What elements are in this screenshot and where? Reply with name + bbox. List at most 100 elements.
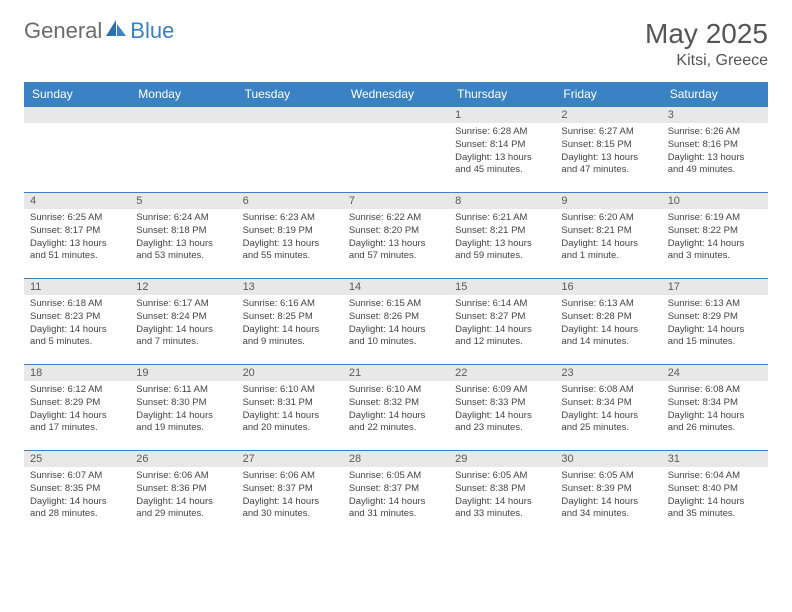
day-details: Sunrise: 6:05 AMSunset: 8:37 PMDaylight:… [343,467,449,524]
sunrise-text: Sunrise: 6:04 AM [668,470,762,483]
sunset-text: Sunset: 8:34 PM [561,397,655,410]
day-number: 2 [555,107,661,123]
day-cell [130,107,236,193]
sail-icon [106,20,128,43]
day-number: 27 [237,451,343,467]
sunset-text: Sunset: 8:25 PM [243,311,337,324]
sunrise-text: Sunrise: 6:06 AM [136,470,230,483]
daylight-text: Daylight: 13 hours and 55 minutes. [243,238,337,264]
daylight-text: Daylight: 14 hours and 14 minutes. [561,324,655,350]
day-number: 20 [237,365,343,381]
sunrise-text: Sunrise: 6:15 AM [349,298,443,311]
daylight-text: Daylight: 14 hours and 28 minutes. [30,496,124,522]
calendar-table: Sunday Monday Tuesday Wednesday Thursday… [24,82,768,537]
day-number: 21 [343,365,449,381]
sunset-text: Sunset: 8:28 PM [561,311,655,324]
day-number: 5 [130,193,236,209]
sunrise-text: Sunrise: 6:06 AM [243,470,337,483]
sunrise-text: Sunrise: 6:23 AM [243,212,337,225]
day-details: Sunrise: 6:14 AMSunset: 8:27 PMDaylight:… [449,295,555,352]
sunset-text: Sunset: 8:22 PM [668,225,762,238]
sunset-text: Sunset: 8:32 PM [349,397,443,410]
daylight-text: Daylight: 14 hours and 17 minutes. [30,410,124,436]
day-details: Sunrise: 6:06 AMSunset: 8:37 PMDaylight:… [237,467,343,524]
day-number: 24 [662,365,768,381]
day-cell: 9Sunrise: 6:20 AMSunset: 8:21 PMDaylight… [555,193,661,279]
sunset-text: Sunset: 8:33 PM [455,397,549,410]
day-cell: 16Sunrise: 6:13 AMSunset: 8:28 PMDayligh… [555,279,661,365]
day-cell: 21Sunrise: 6:10 AMSunset: 8:32 PMDayligh… [343,365,449,451]
daylight-text: Daylight: 14 hours and 33 minutes. [455,496,549,522]
daylight-text: Daylight: 14 hours and 1 minute. [561,238,655,264]
daylight-text: Daylight: 14 hours and 12 minutes. [455,324,549,350]
day-header: Monday [130,82,236,107]
day-number: 23 [555,365,661,381]
day-details: Sunrise: 6:11 AMSunset: 8:30 PMDaylight:… [130,381,236,438]
day-details: Sunrise: 6:20 AMSunset: 8:21 PMDaylight:… [555,209,661,266]
day-details: Sunrise: 6:13 AMSunset: 8:29 PMDaylight:… [662,295,768,352]
day-number: 18 [24,365,130,381]
calendar-page: General Blue May 2025 Kitsi, Greece Sund… [0,0,792,555]
day-cell: 25Sunrise: 6:07 AMSunset: 8:35 PMDayligh… [24,451,130,537]
day-details: Sunrise: 6:10 AMSunset: 8:32 PMDaylight:… [343,381,449,438]
daylight-text: Daylight: 14 hours and 26 minutes. [668,410,762,436]
brand-part2: Blue [130,18,174,44]
sunset-text: Sunset: 8:23 PM [30,311,124,324]
day-details: Sunrise: 6:19 AMSunset: 8:22 PMDaylight:… [662,209,768,266]
day-details: Sunrise: 6:08 AMSunset: 8:34 PMDaylight:… [662,381,768,438]
day-details: Sunrise: 6:17 AMSunset: 8:24 PMDaylight:… [130,295,236,352]
day-details: Sunrise: 6:06 AMSunset: 8:36 PMDaylight:… [130,467,236,524]
sunset-text: Sunset: 8:37 PM [349,483,443,496]
sunrise-text: Sunrise: 6:10 AM [349,384,443,397]
day-cell: 12Sunrise: 6:17 AMSunset: 8:24 PMDayligh… [130,279,236,365]
sunset-text: Sunset: 8:30 PM [136,397,230,410]
month-title: May 2025 [645,18,768,50]
day-number: 13 [237,279,343,295]
sunrise-text: Sunrise: 6:05 AM [561,470,655,483]
day-cell [343,107,449,193]
day-header-row: Sunday Monday Tuesday Wednesday Thursday… [24,82,768,107]
day-details: Sunrise: 6:22 AMSunset: 8:20 PMDaylight:… [343,209,449,266]
sunrise-text: Sunrise: 6:28 AM [455,126,549,139]
sunset-text: Sunset: 8:18 PM [136,225,230,238]
day-number: 25 [24,451,130,467]
daylight-text: Daylight: 14 hours and 29 minutes. [136,496,230,522]
sunrise-text: Sunrise: 6:19 AM [668,212,762,225]
day-cell: 27Sunrise: 6:06 AMSunset: 8:37 PMDayligh… [237,451,343,537]
sunrise-text: Sunrise: 6:13 AM [561,298,655,311]
daylight-text: Daylight: 14 hours and 31 minutes. [349,496,443,522]
day-cell: 17Sunrise: 6:13 AMSunset: 8:29 PMDayligh… [662,279,768,365]
week-row: 4Sunrise: 6:25 AMSunset: 8:17 PMDaylight… [24,193,768,279]
sunset-text: Sunset: 8:17 PM [30,225,124,238]
sunrise-text: Sunrise: 6:24 AM [136,212,230,225]
day-number: 30 [555,451,661,467]
day-details: Sunrise: 6:28 AMSunset: 8:14 PMDaylight:… [449,123,555,180]
day-number: 7 [343,193,449,209]
calendar-body: 1Sunrise: 6:28 AMSunset: 8:14 PMDaylight… [24,107,768,537]
sunrise-text: Sunrise: 6:14 AM [455,298,549,311]
sunrise-text: Sunrise: 6:21 AM [455,212,549,225]
day-cell: 29Sunrise: 6:05 AMSunset: 8:38 PMDayligh… [449,451,555,537]
day-cell: 26Sunrise: 6:06 AMSunset: 8:36 PMDayligh… [130,451,236,537]
day-cell: 22Sunrise: 6:09 AMSunset: 8:33 PMDayligh… [449,365,555,451]
day-number [24,107,130,123]
sunset-text: Sunset: 8:19 PM [243,225,337,238]
week-row: 18Sunrise: 6:12 AMSunset: 8:29 PMDayligh… [24,365,768,451]
sunset-text: Sunset: 8:40 PM [668,483,762,496]
daylight-text: Daylight: 14 hours and 35 minutes. [668,496,762,522]
day-number [237,107,343,123]
day-header: Thursday [449,82,555,107]
day-cell: 4Sunrise: 6:25 AMSunset: 8:17 PMDaylight… [24,193,130,279]
sunset-text: Sunset: 8:37 PM [243,483,337,496]
daylight-text: Daylight: 14 hours and 10 minutes. [349,324,443,350]
sunrise-text: Sunrise: 6:10 AM [243,384,337,397]
day-number: 22 [449,365,555,381]
day-cell: 19Sunrise: 6:11 AMSunset: 8:30 PMDayligh… [130,365,236,451]
sunset-text: Sunset: 8:35 PM [30,483,124,496]
day-cell: 20Sunrise: 6:10 AMSunset: 8:31 PMDayligh… [237,365,343,451]
daylight-text: Daylight: 13 hours and 57 minutes. [349,238,443,264]
day-number: 9 [555,193,661,209]
day-cell [237,107,343,193]
day-number: 15 [449,279,555,295]
sunset-text: Sunset: 8:20 PM [349,225,443,238]
